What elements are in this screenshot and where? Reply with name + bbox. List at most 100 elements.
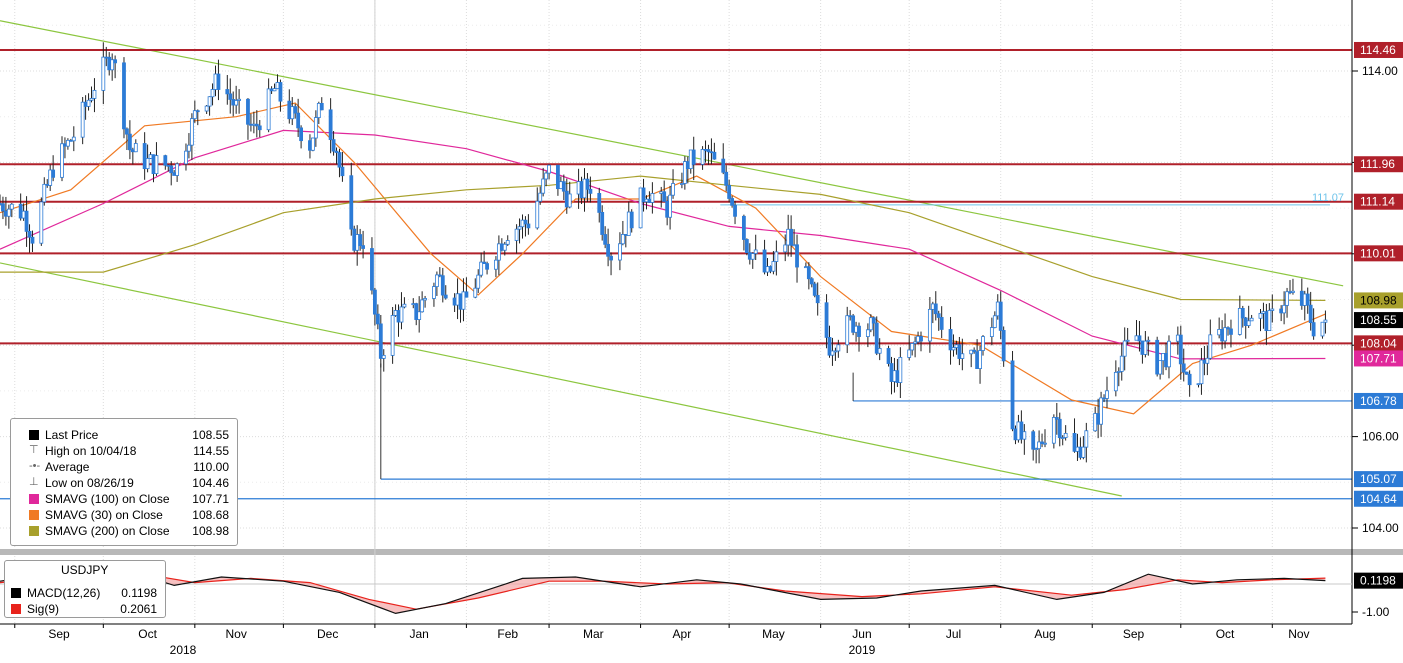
candle-body: [45, 183, 50, 186]
candle-body: [1043, 442, 1047, 445]
candle-body: [1184, 371, 1189, 375]
candle-body: [538, 192, 543, 202]
candle-body: [125, 128, 129, 135]
candle-body: [316, 102, 321, 118]
candle-body: [473, 287, 478, 298]
candle-body: [432, 286, 436, 299]
candle-body: [623, 234, 628, 236]
candle-body: [579, 181, 584, 199]
candle-body: [671, 183, 675, 196]
candle-body: [1001, 330, 1006, 362]
candle-body: [618, 243, 622, 261]
candle-body: [641, 187, 646, 203]
legend-label: Sig(9): [27, 602, 60, 616]
candle-body: [597, 192, 602, 213]
candle-body: [1202, 359, 1207, 364]
candle-body: [21, 210, 26, 219]
candle-body: [1323, 319, 1328, 323]
candle-body: [845, 315, 850, 346]
candle-body: [1258, 312, 1263, 319]
candle-body: [526, 223, 531, 229]
candle-body: [458, 293, 463, 310]
x-month-label: Nov: [1288, 627, 1309, 641]
candle-body: [1220, 329, 1225, 342]
candle-body: [1034, 448, 1039, 451]
candle-body: [151, 154, 156, 175]
price-badge-label: 114.46: [1360, 43, 1396, 57]
candle-body: [18, 203, 23, 219]
candle-body: [1199, 359, 1204, 385]
candle-body: [1072, 433, 1077, 452]
legend-value: 107.71: [192, 492, 229, 506]
candle-body: [210, 89, 215, 98]
candle-body: [836, 344, 841, 352]
price-badge-label: 111.96: [1360, 157, 1395, 171]
candle-body: [1057, 418, 1062, 439]
candle-body: [547, 164, 551, 174]
price-badge: [1354, 392, 1403, 409]
candle-body: [1291, 290, 1295, 293]
candle-body: [606, 243, 611, 257]
candle-body: [744, 239, 749, 254]
signal-swatch-icon: [11, 604, 21, 614]
legend-average: -•- Average 110.00: [11, 459, 237, 475]
x-year-label: 2018: [170, 643, 197, 657]
candle-body: [39, 201, 44, 244]
candle-body: [700, 149, 705, 165]
candle-body: [1078, 446, 1083, 458]
legend-label: SMAVG (200) on Close: [45, 524, 170, 538]
candle-body: [6, 208, 11, 217]
candle-body: [620, 234, 625, 245]
candle-body: [792, 244, 796, 247]
candle-body: [494, 259, 498, 270]
candle-body: [24, 210, 29, 232]
candle-body: [1093, 413, 1098, 432]
candle-body: [402, 303, 407, 308]
candle-body: [390, 315, 395, 356]
candle-body: [680, 183, 684, 185]
candle-body: [520, 219, 525, 228]
candle-body: [1084, 430, 1089, 448]
candle-body: [809, 278, 814, 285]
candle-body: [638, 187, 643, 229]
candle-body: [523, 219, 528, 225]
candle-body: [712, 151, 717, 160]
legend-label: High on 10/04/18: [45, 444, 137, 458]
candle-body: [789, 228, 794, 246]
legend-sma30: SMAVG (30) on Close 108.68: [11, 507, 237, 523]
candle-body: [372, 289, 377, 315]
candle-body: [1308, 304, 1313, 324]
candle-body: [476, 274, 481, 289]
price-legend: Last Price 108.55 ⊤ High on 10/04/18 114…: [10, 418, 238, 546]
candle-body: [340, 166, 345, 177]
legend-last-price: Last Price 108.55: [11, 427, 237, 443]
candle-body: [175, 163, 180, 176]
candle-body: [127, 133, 132, 151]
candle-body: [461, 291, 466, 310]
price-badge-label: 108.04: [1360, 336, 1397, 350]
x-month-label: Jul: [946, 627, 961, 641]
x-month-label: Aug: [1034, 627, 1055, 641]
candle-body: [889, 363, 894, 382]
candle-body: [275, 82, 280, 89]
candle-body: [588, 188, 593, 194]
candle-body: [1217, 329, 1222, 336]
price-badge-label: 108.55: [1360, 313, 1397, 327]
candle-body: [998, 301, 1003, 331]
candle-body: [1037, 441, 1041, 450]
candle-body: [319, 102, 324, 111]
candle-body: [874, 322, 879, 354]
candle-body: [278, 82, 283, 102]
legend-label: SMAVG (30) on Close: [45, 508, 163, 522]
candle-body: [9, 203, 14, 210]
candle-body: [733, 204, 737, 217]
price-badge: [1354, 245, 1403, 262]
x-month-label: Oct: [1216, 627, 1235, 641]
legend-sma100: SMAVG (100) on Close 107.71: [11, 491, 237, 507]
candle-body: [349, 175, 354, 230]
candle-body: [730, 198, 734, 206]
candle-body: [1158, 360, 1163, 375]
macd-panel-title: USDJPY: [61, 563, 109, 577]
candle-body: [795, 244, 799, 268]
y-tick-label: 106.00: [1362, 430, 1399, 444]
